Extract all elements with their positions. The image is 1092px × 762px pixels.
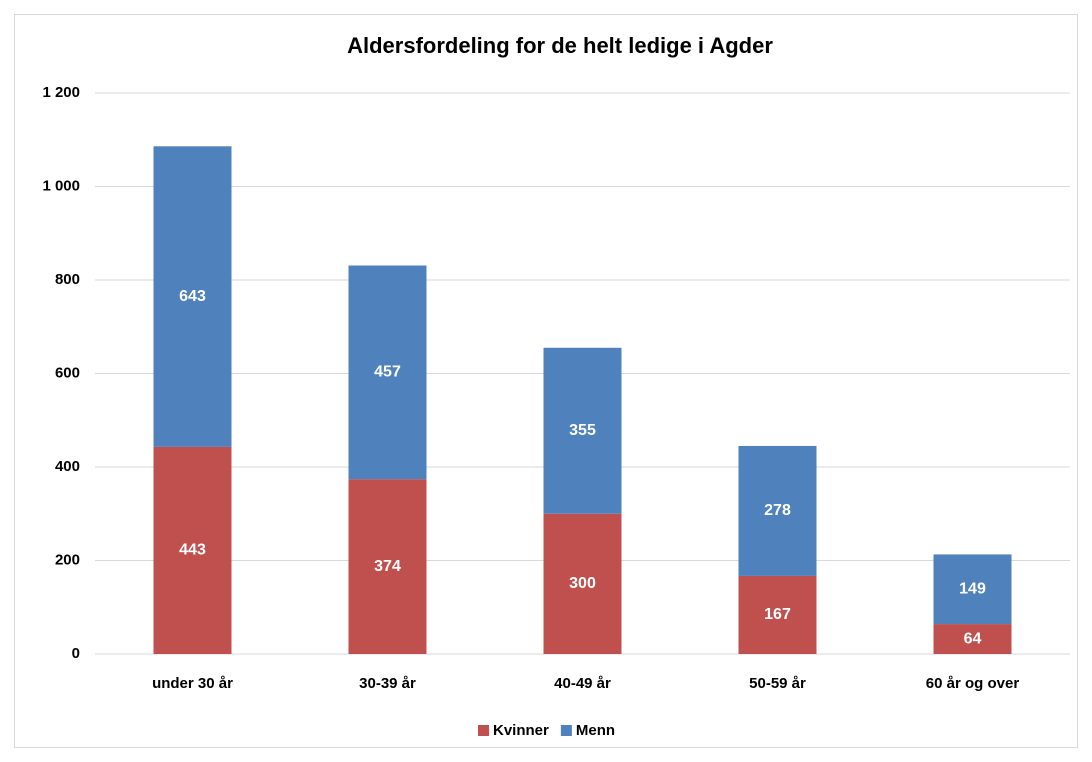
data-label: 278 <box>764 502 791 519</box>
x-tick-label: 50-59 år <box>749 675 806 692</box>
bar-segment <box>543 513 622 654</box>
bar-segment <box>348 265 427 480</box>
y-tick-label: 600 <box>55 364 80 381</box>
legend-swatch <box>560 725 572 736</box>
data-label: 300 <box>569 575 596 592</box>
data-label: 457 <box>374 364 401 381</box>
data-label: 374 <box>374 558 401 575</box>
x-tick-label: 60 år og over <box>926 675 1020 692</box>
bar-segment <box>933 554 1012 625</box>
bar-segment <box>543 347 622 514</box>
bar-segment <box>738 445 817 576</box>
y-tick-label: 1 000 <box>42 177 80 194</box>
legend-label: Kvinner <box>493 722 549 739</box>
data-label: 443 <box>179 542 206 559</box>
data-label: 355 <box>569 422 596 439</box>
bar-segment <box>153 446 232 654</box>
data-label: 64 <box>964 630 982 647</box>
chart-title: Aldersfordeling for de helt ledige i Agd… <box>347 33 773 58</box>
bar-segment <box>348 479 427 654</box>
x-tick-label: under 30 år <box>152 675 233 692</box>
y-tick-label: 200 <box>55 551 80 568</box>
data-label: 643 <box>179 288 206 305</box>
bar-segment <box>153 146 232 447</box>
y-tick-label: 400 <box>55 458 80 475</box>
y-tick-label: 0 <box>72 645 80 662</box>
bar-segment <box>933 624 1012 654</box>
x-tick-label: 40-49 år <box>554 675 611 692</box>
x-tick-label: 30-39 år <box>359 675 416 692</box>
legend-label: Menn <box>576 722 615 739</box>
y-tick-label: 800 <box>55 271 80 288</box>
legend-swatch <box>478 725 489 736</box>
data-label: 167 <box>764 606 791 623</box>
data-label: 149 <box>959 580 986 597</box>
bar-segment <box>738 575 817 654</box>
y-tick-label: 1 200 <box>42 84 80 101</box>
